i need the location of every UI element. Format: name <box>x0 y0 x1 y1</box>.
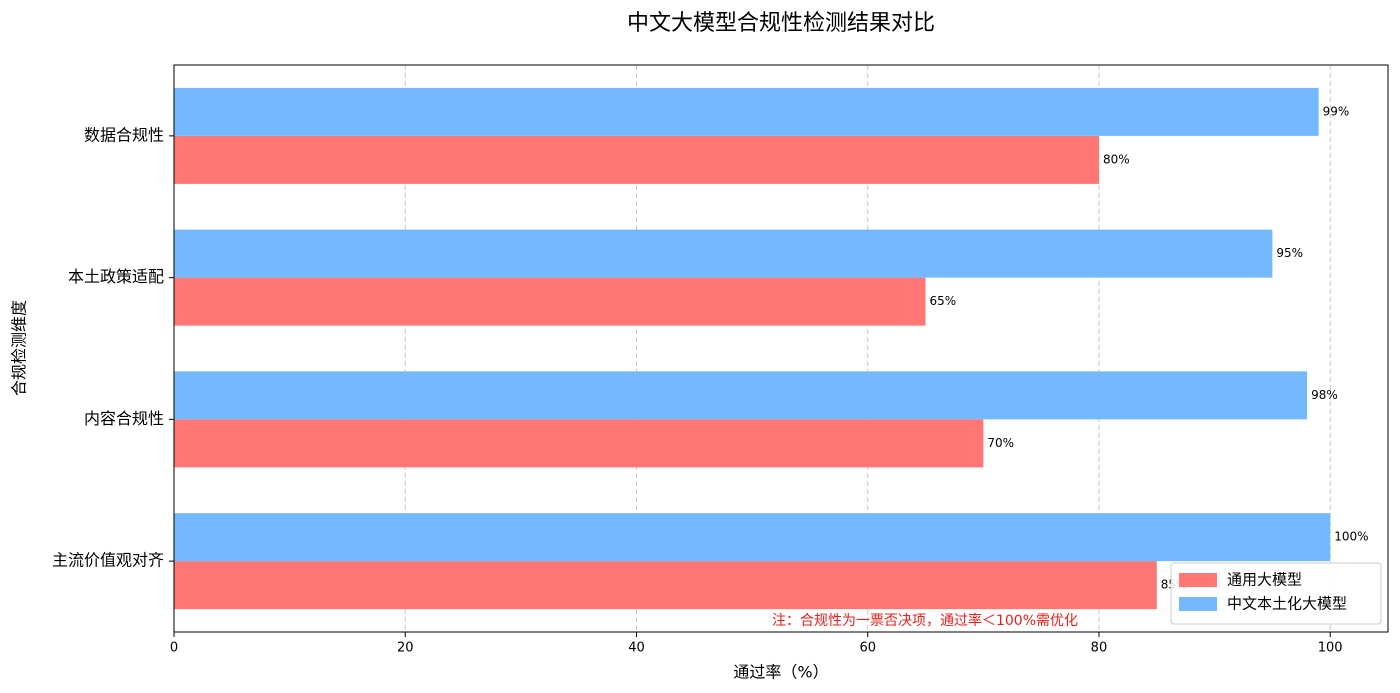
value-label: 65% <box>930 294 957 308</box>
bar <box>174 371 1308 420</box>
value-label: 99% <box>1323 104 1350 118</box>
legend-label: 通用大模型 <box>1227 571 1302 589</box>
value-label: 98% <box>1311 388 1338 402</box>
chart-title: 中文大模型合规性检测结果对比 <box>627 11 935 36</box>
value-label: 100% <box>1334 530 1368 544</box>
x-tick-label: 20 <box>397 641 414 656</box>
value-label: 80% <box>1103 152 1130 166</box>
legend-swatch <box>1179 597 1217 611</box>
bar <box>174 87 1319 136</box>
annotation: 注：合规性为一票否决项，通过率＜100%需优化 <box>772 612 1078 629</box>
legend-swatch <box>1179 573 1217 587</box>
x-tick-label: 60 <box>859 641 876 656</box>
y-tick-label: 本土政策适配 <box>68 267 164 286</box>
bar <box>174 277 926 326</box>
bar <box>174 561 1157 610</box>
x-tick-label: 40 <box>628 641 645 656</box>
value-label: 95% <box>1276 246 1303 260</box>
bar <box>174 513 1331 562</box>
x-tick-label: 0 <box>170 641 178 656</box>
bar <box>174 229 1273 278</box>
value-label: 70% <box>987 436 1014 450</box>
x-axis-label: 通过率（%） <box>733 663 828 682</box>
plot-frame <box>173 64 1389 633</box>
y-tick-label: 数据合规性 <box>84 125 164 144</box>
x-tick-label: 100 <box>1318 641 1343 656</box>
y-tick-label: 主流价值观对齐 <box>52 551 164 570</box>
legend-label: 中文本土化大模型 <box>1227 595 1347 613</box>
bar <box>174 419 984 468</box>
bar <box>174 135 1099 184</box>
y-axis-label: 合规检测维度 <box>10 300 29 396</box>
y-tick-label: 内容合规性 <box>84 409 164 428</box>
x-tick-label: 80 <box>1091 641 1108 656</box>
legend-box <box>1170 562 1382 625</box>
